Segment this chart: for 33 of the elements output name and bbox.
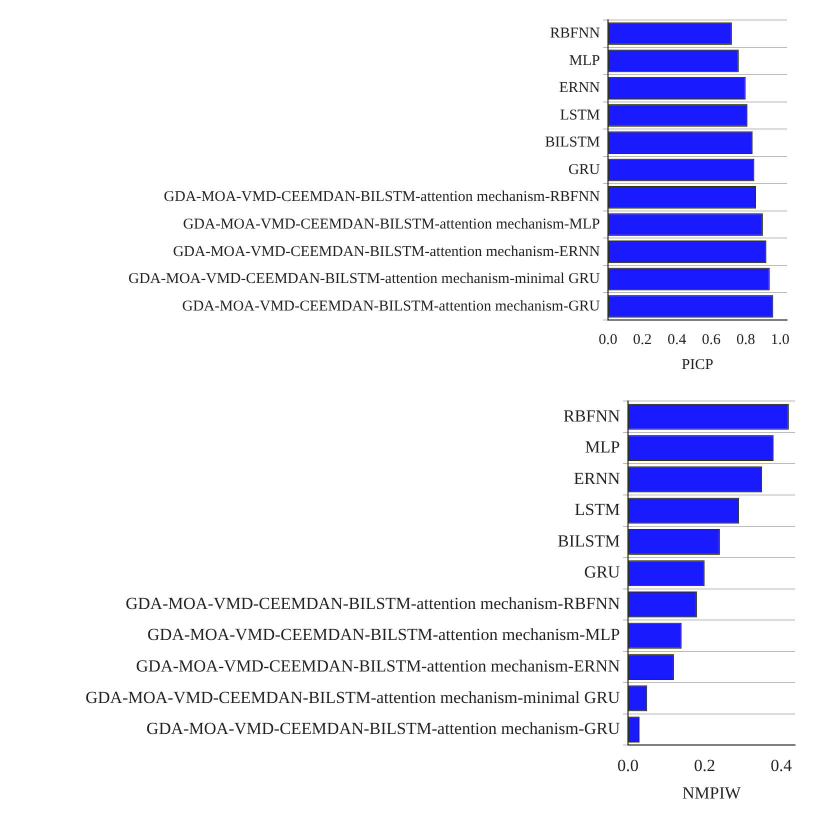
x-tick-label: 0.2 <box>694 756 716 775</box>
y-tick-label: GRU <box>584 562 620 582</box>
x-tick-label: 0.2 <box>633 332 652 348</box>
y-tick-label: GDA-MOA-VMD-CEEMDAN-BILSTM-attention mechanism-ERNN <box>136 656 620 676</box>
y-tick-label: ERNN <box>559 80 600 96</box>
x-axis-title: NMPIW <box>682 783 742 802</box>
y-tick-label: GDA-MOA-VMD-CEEMDAN-BILSTM-attention mechanism-MLP <box>147 625 620 644</box>
y-tick-label: GRU <box>568 162 600 178</box>
x-tick-label: 0.8 <box>736 332 756 348</box>
x-tick-label: 0.4 <box>770 756 792 775</box>
y-tick-label: GDA-MOA-VMD-CEEMDAN-BILSTM-attention mechanism-ERNN <box>172 244 600 260</box>
x-tick-label: 0.0 <box>617 756 639 775</box>
y-tick-label: ERNN <box>574 468 620 488</box>
y-tick-label: GDA-MOA-VMD-CEEMDAN-BILSTM-attention mechanism-minimal GRU <box>128 271 600 288</box>
x-tick-label: 0.4 <box>667 332 687 348</box>
y-tick-label: GDA-MOA-VMD-CEEMDAN-BILSTM-attention mechanism-RBFNN <box>164 189 600 206</box>
y-tick-label: GDA-MOA-VMD-CEEMDAN-BILSTM-attention mechanism-GRU <box>182 298 600 314</box>
y-tick-label: GDA-MOA-VMD-CEEMDAN-BILSTM-attention mechanism-minimal GRU <box>86 688 620 707</box>
y-tick-label: BILSTM <box>558 531 620 550</box>
y-tick-label: LSTM <box>574 500 620 520</box>
y-tick-label: MLP <box>585 438 620 457</box>
y-tick-label: GDA-MOA-VMD-CEEMDAN-BILSTM-attention mechanism-RBFNN <box>126 594 620 613</box>
x-tick-label: 0.6 <box>702 332 722 348</box>
y-tick-label: BILSTM <box>544 134 600 151</box>
x-tick-label: 1.0 <box>770 332 790 348</box>
y-tick-label: GDA-MOA-VMD-CEEMDAN-BILSTM-attention mechanism-MLP <box>182 216 600 232</box>
y-tick-label: GDA-MOA-VMD-CEEMDAN-BILSTM-attention mechanism-GRU <box>146 719 620 738</box>
y-tick-label: MLP <box>569 52 600 69</box>
y-tick-label: RBFNN <box>550 26 600 42</box>
y-tick-label: LSTM <box>560 107 600 124</box>
y-tick-label: RBFNN <box>563 406 620 426</box>
x-tick-label: 0.0 <box>598 332 618 348</box>
x-axis-title: PICP <box>682 356 714 373</box>
